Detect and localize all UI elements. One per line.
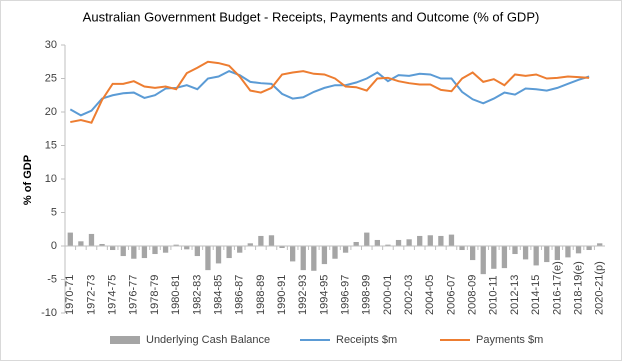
- y-tick-label: -10: [41, 307, 57, 319]
- bar: [131, 246, 137, 259]
- bar: [88, 233, 95, 246]
- x-tick-label: 2012-13: [509, 275, 521, 315]
- bar: [78, 241, 84, 246]
- bar: [290, 246, 296, 262]
- bar: [258, 235, 264, 246]
- x-tick-label: 2002-03: [403, 275, 415, 315]
- bar: [512, 246, 518, 255]
- x-tick-label: 1972-73: [85, 275, 97, 315]
- x-tick-label: 1976-77: [128, 275, 140, 315]
- bar: [99, 243, 105, 246]
- bar: [247, 243, 253, 246]
- x-tick-label: 1984-85: [212, 275, 224, 315]
- bar: [575, 246, 582, 254]
- legend-label: Receipts $m: [336, 334, 397, 346]
- bar: [237, 246, 243, 253]
- bar: [597, 243, 603, 246]
- bar: [152, 246, 158, 255]
- y-tick-label: 10: [45, 173, 57, 185]
- y-tick-label: 15: [45, 139, 57, 151]
- bar: [364, 232, 370, 246]
- bar: [110, 246, 116, 251]
- x-tick-label: 2014-15: [530, 275, 542, 315]
- bar: [417, 235, 423, 246]
- line: [69, 70, 590, 117]
- bar: [120, 246, 126, 257]
- bar: [470, 246, 476, 261]
- y-tick-label: 25: [45, 72, 57, 84]
- bar: [194, 246, 200, 257]
- bar: [67, 232, 73, 246]
- legend-label: Payments $m: [476, 334, 543, 346]
- bar: [395, 239, 402, 246]
- bar: [565, 246, 571, 258]
- x-tick-label: 1988-89: [255, 275, 267, 315]
- bar: [215, 246, 222, 264]
- bar: [311, 246, 317, 271]
- bar: [533, 246, 539, 266]
- bar: [427, 235, 433, 246]
- x-tick-label: 2006-07: [445, 275, 457, 315]
- bar: [332, 246, 338, 259]
- x-tick-label: 1992-93: [297, 275, 309, 315]
- bar: [162, 246, 169, 253]
- bar: [353, 241, 359, 246]
- x-tick-label: 2008-09: [467, 275, 479, 315]
- bar: [480, 246, 486, 275]
- bar: [321, 246, 328, 265]
- legend-label: Underlying Cash Balance: [146, 334, 270, 346]
- bar: [226, 246, 232, 259]
- x-tick-label: 1974-75: [107, 275, 119, 315]
- bar: [300, 246, 306, 271]
- bar: [205, 246, 211, 271]
- x-tick-label: 1980-81: [170, 275, 182, 315]
- bar: [554, 246, 560, 261]
- bar: [173, 244, 179, 246]
- x-tick-label: 2016-17(e): [551, 261, 563, 315]
- y-tick-label: -5: [47, 273, 57, 285]
- x-tick-label: 1996-97: [339, 275, 351, 315]
- bar: [522, 246, 529, 260]
- bar: [448, 234, 455, 246]
- bar: [544, 246, 550, 263]
- y-tick-label: 20: [45, 106, 57, 118]
- bar: [141, 246, 148, 259]
- bar: [501, 246, 508, 269]
- x-tick-label: 2004-05: [424, 275, 436, 315]
- chart-title: Australian Government Budget - Receipts,…: [83, 9, 540, 24]
- bar: [459, 246, 465, 251]
- x-tick-label: 2018-19(e): [572, 261, 584, 315]
- x-tick-label: 2000-01: [382, 275, 394, 315]
- y-tick-label: 0: [51, 240, 57, 252]
- bar: [268, 235, 275, 246]
- bar: [586, 246, 592, 251]
- x-tick-label: 1990-91: [276, 275, 288, 315]
- y-tick-label: 30: [45, 39, 57, 51]
- bar: [279, 246, 285, 249]
- bar: [491, 246, 497, 269]
- bar: [406, 239, 412, 246]
- x-tick-label: 1994-95: [318, 275, 330, 315]
- x-tick-label: 1978-79: [149, 275, 161, 315]
- x-tick-label: 1998-99: [361, 275, 373, 315]
- line: [70, 60, 590, 124]
- y-axis-label: % of GDP: [22, 155, 34, 205]
- x-tick-label: 2010-11: [488, 275, 500, 315]
- bar: [438, 235, 444, 246]
- bar: [374, 239, 380, 246]
- bar: [184, 246, 190, 250]
- legend-swatch: [110, 336, 140, 344]
- bar: [385, 244, 391, 246]
- x-tick-label: 2020-21(p): [594, 261, 606, 315]
- x-tick-label: 1982-83: [191, 275, 203, 315]
- x-tick-label: 1970-71: [64, 275, 76, 315]
- bar: [342, 246, 349, 253]
- x-tick-label: 1986-87: [234, 275, 246, 315]
- y-tick-label: 5: [51, 206, 57, 218]
